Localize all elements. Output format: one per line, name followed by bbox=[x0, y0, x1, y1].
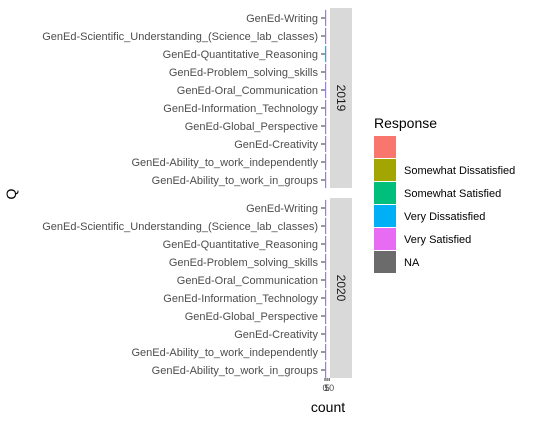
legend-label: Very Dissatisfied bbox=[404, 211, 485, 223]
y-tick-label: GenEd-Problem_solving_skills bbox=[169, 257, 319, 269]
legend-label: Somewhat Dissatisfied bbox=[404, 165, 515, 177]
bar-segment bbox=[325, 235, 327, 253]
y-tick-label: GenEd-Ability_to_work_independently bbox=[131, 157, 318, 169]
bar-segment bbox=[325, 153, 326, 171]
bar-segment bbox=[325, 9, 326, 27]
bar-segment bbox=[325, 343, 326, 361]
bar-segment bbox=[325, 81, 326, 99]
x-tick-label: 10 bbox=[324, 383, 334, 393]
bar-segment bbox=[325, 9, 327, 27]
bar-segment bbox=[325, 253, 327, 271]
panel-background bbox=[325, 8, 330, 188]
legend-entry bbox=[374, 136, 396, 158]
facet-2020: 2020 bbox=[321, 198, 352, 379]
y-tick-label: GenEd-Ability_to_work_in_groups bbox=[152, 175, 319, 187]
legend-swatch bbox=[374, 251, 396, 273]
bar-segment bbox=[325, 135, 326, 153]
x-tick-label: 0 bbox=[322, 383, 327, 393]
y-tick-label: GenEd-Ability_to_work_in_groups bbox=[152, 365, 319, 377]
bar-segment bbox=[325, 45, 327, 63]
bar-segment bbox=[325, 235, 326, 253]
legend-entry: Very Satisfied bbox=[374, 228, 471, 250]
bar-segment bbox=[325, 117, 327, 135]
legend-entry: Somewhat Dissatisfied bbox=[374, 159, 515, 181]
y-tick-label: GenEd-Scientific_Understanding_(Science_… bbox=[42, 31, 318, 43]
x-tick-label: 5 bbox=[325, 383, 330, 393]
bar-segment bbox=[325, 253, 326, 271]
bar-segment bbox=[325, 199, 327, 217]
facet-strip-label: 2019 bbox=[334, 85, 348, 112]
bar-segment bbox=[325, 217, 326, 235]
legend-title: Response bbox=[374, 115, 437, 131]
y-tick-label: GenEd-Oral_Communication bbox=[177, 85, 318, 97]
bar-segment bbox=[325, 99, 326, 117]
y-tick-label: GenEd-Scientific_Understanding_(Science_… bbox=[42, 221, 318, 233]
facet-2019: 2019 bbox=[321, 8, 352, 189]
legend-swatch bbox=[374, 159, 396, 181]
y-tick-label: GenEd-Global_Perspective bbox=[185, 121, 318, 133]
bar-segment bbox=[325, 81, 327, 99]
legend-swatch bbox=[374, 182, 396, 204]
y-tick-label: GenEd-Quantitative_Reasoning bbox=[163, 49, 318, 61]
legend: Response Somewhat Dissatisfied Somewhat S… bbox=[374, 115, 515, 273]
legend-swatch bbox=[374, 136, 396, 158]
facet-panels: 2019 2020 bbox=[321, 8, 352, 379]
bar-segment bbox=[325, 289, 327, 307]
facet-strip bbox=[330, 8, 352, 188]
legend-label: Somewhat Satisfied bbox=[404, 188, 501, 200]
bar-segment bbox=[325, 171, 326, 189]
y-tick-label: GenEd-Quantitative_Reasoning bbox=[163, 239, 318, 251]
bar-segment bbox=[325, 217, 327, 235]
bar-segment bbox=[325, 361, 326, 379]
y-tick-label: GenEd-Creativity bbox=[234, 329, 318, 341]
y-tick-label: GenEd-Writing bbox=[246, 13, 318, 25]
bar-segment bbox=[325, 307, 326, 325]
bar-segment bbox=[325, 99, 327, 117]
y-axis-tick-labels: GenEd-Writing GenEd-Scientific_Understand… bbox=[42, 13, 318, 377]
bar-segment bbox=[325, 325, 326, 343]
bar-segment bbox=[325, 361, 327, 379]
bar-segment bbox=[325, 27, 327, 45]
legend-swatch bbox=[374, 228, 396, 250]
y-tick-label: GenEd-Creativity bbox=[234, 139, 318, 151]
y-tick-label: GenEd-Writing bbox=[246, 203, 318, 215]
bar-segment bbox=[325, 343, 327, 361]
bar-segment bbox=[325, 171, 327, 189]
bar-segment bbox=[325, 45, 326, 63]
legend-entry: Somewhat Satisfied bbox=[374, 182, 501, 204]
bar-segment bbox=[325, 63, 326, 81]
y-tick-label: GenEd-Oral_Communication bbox=[177, 275, 318, 287]
bar-segment bbox=[325, 271, 326, 289]
y-axis-title: Q bbox=[3, 188, 19, 199]
bar-segment bbox=[325, 271, 327, 289]
legend-entry: Very Dissatisfied bbox=[374, 205, 485, 227]
bar-segment bbox=[325, 289, 326, 307]
legend-swatch bbox=[374, 205, 396, 227]
bar-segment bbox=[325, 63, 327, 81]
panel-background bbox=[325, 198, 330, 378]
facet-strip-label: 2020 bbox=[334, 275, 348, 302]
bar-segment bbox=[325, 135, 327, 153]
y-tick-label: GenEd-Ability_to_work_independently bbox=[131, 347, 318, 359]
legend-label: NA bbox=[404, 257, 420, 269]
y-tick-label: GenEd-Problem_solving_skills bbox=[169, 67, 319, 79]
bar-segment bbox=[325, 45, 326, 63]
legend-label: Very Satisfied bbox=[404, 234, 471, 246]
bar-segment bbox=[325, 307, 327, 325]
bar-segment bbox=[325, 325, 327, 343]
y-tick-label: GenEd-Global_Perspective bbox=[185, 311, 318, 323]
x-axis-title: count bbox=[311, 399, 345, 415]
y-tick-label: GenEd-Information_Technology bbox=[163, 293, 318, 305]
facet-strip bbox=[330, 198, 352, 378]
legend-entry: NA bbox=[374, 251, 420, 273]
bar-segment bbox=[325, 153, 327, 171]
bar-segment bbox=[325, 27, 326, 45]
bar-segment bbox=[325, 199, 326, 217]
y-tick-label: GenEd-Information_Technology bbox=[163, 103, 318, 115]
bar-segment bbox=[325, 117, 326, 135]
